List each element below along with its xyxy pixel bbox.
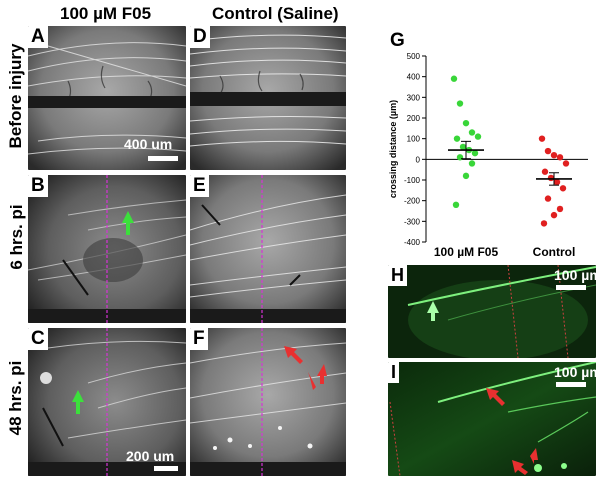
panel-label-c: C bbox=[28, 328, 48, 350]
column-heading-treatment: 100 µM F05 bbox=[60, 4, 152, 23]
data-point bbox=[550, 152, 558, 159]
micrograph-e-image bbox=[190, 175, 346, 323]
micrograph-panel-e: E bbox=[190, 175, 346, 323]
data-point bbox=[538, 135, 546, 142]
x-category-label: Control bbox=[533, 245, 576, 258]
y-tick-label: -100 bbox=[404, 176, 421, 185]
scale-label-a: 400 um bbox=[124, 136, 173, 152]
data-point bbox=[556, 154, 564, 161]
scale-label-i: 100 µm bbox=[554, 364, 596, 380]
scale-label-c: 200 um bbox=[126, 448, 175, 464]
micrograph-panel-f: F bbox=[190, 328, 346, 476]
y-tick-label: -300 bbox=[404, 217, 421, 226]
row-heading-before-injury: Before injury bbox=[6, 43, 25, 149]
micrograph-panel-b: B bbox=[28, 175, 186, 323]
y-tick-label: 100 bbox=[407, 135, 421, 144]
data-point bbox=[456, 154, 464, 161]
data-point bbox=[547, 174, 555, 182]
data-point bbox=[462, 119, 470, 127]
scale-bar-h bbox=[556, 285, 586, 290]
panel-label-g: G bbox=[390, 30, 405, 51]
micrograph-f-image bbox=[190, 328, 346, 476]
data-point bbox=[450, 75, 458, 82]
scale-bar-i bbox=[556, 382, 586, 387]
row-heading-48hrs: 48 hrs. pi bbox=[6, 360, 25, 436]
panel-label-i: I bbox=[388, 362, 400, 383]
data-point bbox=[452, 201, 460, 208]
panel-label-b: B bbox=[28, 175, 48, 197]
y-tick-label: -200 bbox=[404, 197, 421, 206]
data-point bbox=[456, 100, 464, 107]
row-heading-6hrs: 6 hrs. pi bbox=[7, 204, 26, 270]
fluorescence-panel-h: H 100 µm bbox=[388, 265, 596, 358]
micrograph-panel-d: D bbox=[190, 26, 346, 170]
data-point bbox=[471, 149, 479, 157]
scale-bar-c bbox=[154, 466, 178, 471]
data-point bbox=[553, 178, 561, 186]
y-tick-label: 200 bbox=[407, 114, 421, 123]
data-point bbox=[544, 195, 552, 202]
data-point bbox=[540, 220, 548, 227]
y-tick-label: 500 bbox=[407, 52, 421, 61]
panel-label-h: H bbox=[388, 265, 407, 286]
crossing-distance-chart: 500 400 300 200 100 0 -100 -200 -300 -400 crossing… bbox=[388, 52, 588, 273]
micrograph-panel-c: C 200 um bbox=[28, 328, 186, 476]
scale-label-h: 100 µm bbox=[554, 267, 596, 283]
data-point bbox=[459, 143, 467, 151]
panel-g-chart: G 500 400 300 200 100 0 -100 -200 -300 -400 crossi… bbox=[352, 26, 596, 273]
micrograph-a-image bbox=[28, 26, 186, 170]
micrograph-c-image bbox=[28, 328, 186, 476]
y-tick-label: 300 bbox=[407, 93, 421, 102]
panel-label-f: F bbox=[190, 328, 208, 350]
data-point bbox=[468, 160, 476, 167]
data-point bbox=[468, 129, 476, 136]
x-category-label: 100 µM F05 bbox=[434, 245, 499, 258]
data-point bbox=[550, 211, 558, 219]
panel-label-a: A bbox=[28, 26, 48, 48]
data-point bbox=[462, 172, 470, 180]
micrograph-b-image bbox=[28, 175, 186, 323]
fluorescence-i-image bbox=[388, 362, 596, 476]
fluorescence-h-image bbox=[388, 265, 596, 358]
data-point bbox=[541, 168, 549, 175]
data-point bbox=[474, 133, 482, 140]
column-heading-control: Control (Saline) bbox=[212, 4, 339, 23]
panel-label-e: E bbox=[190, 175, 209, 197]
y-tick-label: 0 bbox=[416, 155, 421, 164]
micrograph-d-image bbox=[190, 26, 346, 170]
scale-bar-a bbox=[148, 156, 178, 161]
y-tick-label: 400 bbox=[407, 73, 421, 82]
data-point bbox=[556, 205, 564, 213]
data-point bbox=[453, 135, 461, 142]
panel-label-d: D bbox=[190, 26, 210, 48]
data-point bbox=[562, 160, 570, 167]
data-point bbox=[559, 185, 567, 192]
micrograph-panel-a: A 400 um bbox=[28, 26, 186, 170]
fluorescence-panel-i: I 100 µm bbox=[388, 362, 596, 476]
data-point bbox=[544, 147, 552, 155]
y-tick-label: -400 bbox=[404, 238, 421, 247]
y-axis-label: crossing distance (µm) bbox=[388, 100, 398, 198]
